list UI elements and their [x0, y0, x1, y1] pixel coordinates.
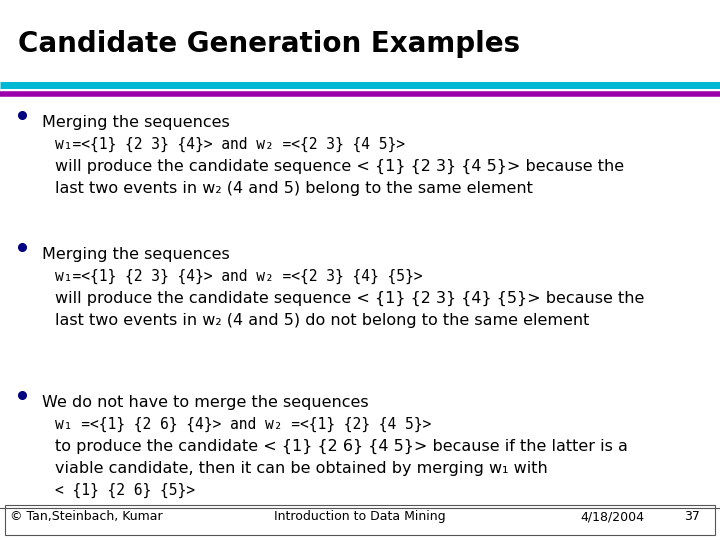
Bar: [5, 505, 715, 535]
Text: w₁=<{1} {2 3} {4}> and w₂ =<{2 3} {4 5}>: w₁=<{1} {2 3} {4}> and w₂ =<{2 3} {4 5}>: [55, 137, 405, 152]
Text: will produce the candidate sequence < {1} {2 3} {4 5}> because the: will produce the candidate sequence < {1…: [55, 159, 624, 174]
Text: last two events in w₂ (4 and 5) belong to the same element: last two events in w₂ (4 and 5) belong t…: [55, 181, 533, 196]
Text: We do not have to merge the sequences: We do not have to merge the sequences: [42, 395, 369, 410]
Text: will produce the candidate sequence < {1} {2 3} {4} {5}> because the: will produce the candidate sequence < {1…: [55, 291, 644, 306]
Text: < {1} {2 6} {5}>: < {1} {2 6} {5}>: [55, 483, 195, 498]
Text: last two events in w₂ (4 and 5) do not belong to the same element: last two events in w₂ (4 and 5) do not b…: [55, 313, 590, 328]
Text: 4/18/2004: 4/18/2004: [580, 510, 644, 523]
Text: Merging the sequences: Merging the sequences: [42, 115, 230, 130]
Text: Merging the sequences: Merging the sequences: [42, 247, 230, 262]
Text: w₁ =<{1} {2 6} {4}> and w₂ =<{1} {2} {4 5}>: w₁ =<{1} {2 6} {4}> and w₂ =<{1} {2} {4 …: [55, 417, 431, 432]
Text: to produce the candidate < {1} {2 6} {4 5}> because if the latter is a: to produce the candidate < {1} {2 6} {4 …: [55, 439, 628, 454]
Text: 37: 37: [684, 510, 700, 523]
Text: Introduction to Data Mining: Introduction to Data Mining: [274, 510, 446, 523]
Text: Candidate Generation Examples: Candidate Generation Examples: [18, 30, 520, 58]
Text: viable candidate, then it can be obtained by merging w₁ with: viable candidate, then it can be obtaine…: [55, 461, 548, 476]
Text: © Tan,Steinbach, Kumar: © Tan,Steinbach, Kumar: [10, 510, 163, 523]
Text: w₁=<{1} {2 3} {4}> and w₂ =<{2 3} {4} {5}>: w₁=<{1} {2 3} {4}> and w₂ =<{2 3} {4} {5…: [55, 269, 423, 284]
